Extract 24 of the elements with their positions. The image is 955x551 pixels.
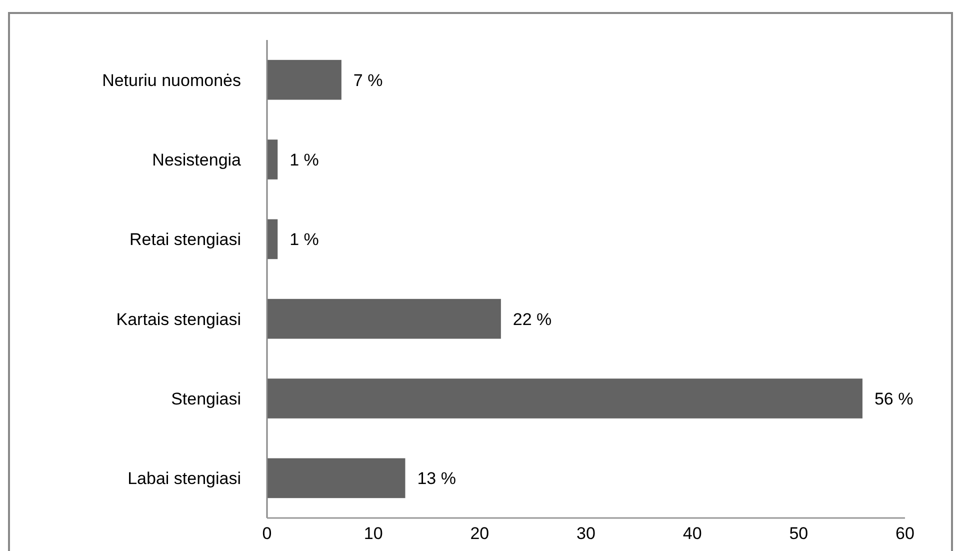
y-tick-label: Labai stengiasi bbox=[128, 469, 241, 488]
x-tick-label: 50 bbox=[789, 524, 808, 543]
x-tick-label: 60 bbox=[896, 524, 914, 543]
data-label: 56 % bbox=[874, 389, 914, 408]
data-label: 22 % bbox=[512, 310, 552, 329]
bar bbox=[267, 378, 862, 418]
data-label: 1 % bbox=[290, 230, 319, 250]
bar bbox=[267, 140, 278, 180]
bar bbox=[267, 298, 501, 339]
x-tick-label: 40 bbox=[682, 524, 702, 543]
y-tick-label: Stengiasi bbox=[171, 389, 241, 408]
bar bbox=[267, 60, 342, 100]
x-tick-label: 30 bbox=[576, 524, 596, 543]
y-tick-label: Kartais stengiasi bbox=[116, 310, 241, 329]
data-label: 1 % bbox=[290, 150, 319, 170]
y-tick-label: Neturiu nuomonės bbox=[102, 70, 241, 90]
y-tick-label: Nesistengia bbox=[152, 150, 242, 170]
x-tick-label: 20 bbox=[470, 524, 490, 543]
y-tick-label: Retai stengiasi bbox=[129, 230, 241, 250]
x-tick-label: 10 bbox=[364, 524, 383, 543]
data-label: 7 % bbox=[353, 70, 383, 90]
x-tick-label: 0 bbox=[262, 524, 272, 543]
data-label: 13 % bbox=[417, 469, 456, 488]
bar bbox=[267, 458, 406, 498]
